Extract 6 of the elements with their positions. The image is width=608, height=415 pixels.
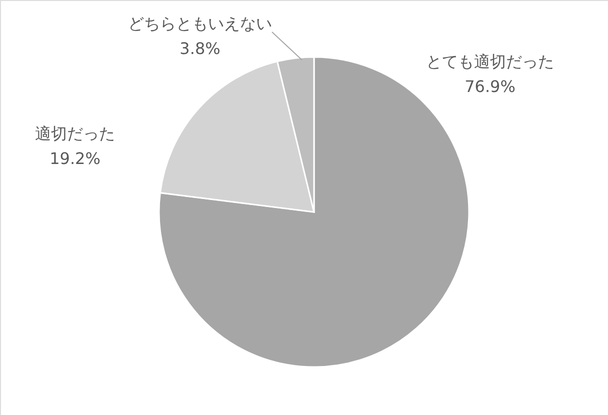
- slice-label: とても適切だった: [426, 52, 554, 71]
- data-label: 3.8%: [180, 39, 220, 58]
- slice-label: 適切だった: [35, 124, 115, 143]
- data-label: 76.9%: [464, 77, 516, 96]
- data-label: 19.2%: [50, 149, 100, 168]
- slice-label: どちらともいえない: [128, 14, 272, 33]
